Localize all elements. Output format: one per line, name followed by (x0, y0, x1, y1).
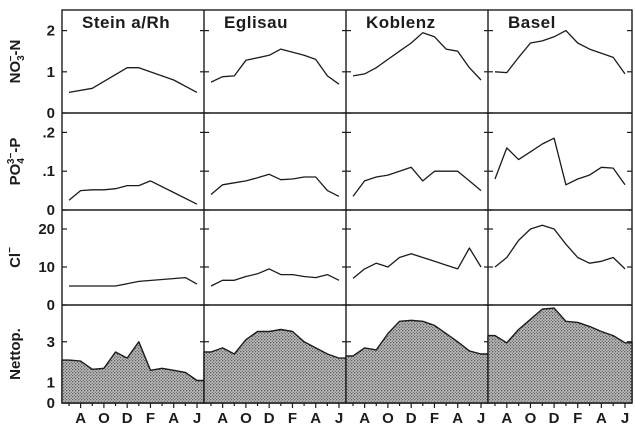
cl-stein-a-rh-line (69, 276, 198, 287)
y-label-main: Cl (7, 253, 24, 268)
po4-tick-label: 0 (47, 202, 55, 219)
site-title-koblenz: Koblenz (366, 13, 436, 32)
site-titles: Stein a/Rh Eglisau Koblenz Basel (82, 13, 556, 32)
po4-basel-line (494, 137, 626, 186)
y-label-subscript: 3 (16, 55, 27, 61)
cl-koblenz-line (352, 247, 482, 279)
nettop-tick-label: 1 (47, 375, 55, 392)
data-series (61, 29, 633, 404)
cl-basel-line (494, 224, 626, 270)
no3-eglisau-line (210, 48, 340, 85)
month-label: A (75, 410, 86, 427)
month-label: J (477, 410, 485, 427)
po4-tick-label: .2 (42, 124, 55, 141)
month-label: A (501, 410, 512, 427)
y-label-tail: -P (7, 138, 24, 153)
no3-koblenz-line (352, 32, 482, 81)
nettop-y-label: Nettop. (7, 328, 24, 380)
y-label-main: Nettop. (7, 328, 24, 380)
plot-frame (61, 9, 633, 404)
month-label: D (122, 410, 133, 427)
month-label: F (430, 410, 439, 427)
po4-y-label: PO43−-P (6, 138, 27, 186)
month-label: A (596, 410, 607, 427)
month-label: D (406, 410, 417, 427)
no3-tick-label: 2 (47, 23, 55, 40)
no3-basel-line (494, 29, 626, 75)
nettop-stein-a-rh-area (61, 341, 205, 404)
month-label: A (310, 410, 321, 427)
po4-eglisau-line (210, 173, 340, 197)
month-label: D (549, 410, 560, 427)
site-title-eglisau: Eglisau (224, 13, 288, 32)
no3-tick-label: 0 (47, 105, 55, 122)
nettop-eglisau-area (203, 328, 347, 404)
cl-eglisau-line (210, 268, 340, 287)
month-label: A (452, 410, 463, 427)
month-label: J (335, 410, 343, 427)
nettop-tick-label: 3 (47, 334, 55, 351)
site-title-stein-a-rh: Stein a/Rh (82, 13, 170, 32)
cl-tick-label: 20 (38, 221, 55, 238)
month-label: O (98, 410, 110, 427)
month-label: O (240, 410, 252, 427)
site-title-basel: Basel (508, 13, 556, 32)
y-label-main: NO (7, 61, 24, 84)
y-label-subscript: 4 (16, 158, 27, 164)
nettop-tick-label: 0 (47, 395, 55, 412)
month-label: A (217, 410, 228, 427)
po4-stein-a-rh-line (68, 180, 198, 205)
month-label: O (382, 410, 394, 427)
nettop-koblenz-area (345, 319, 489, 404)
nettop-basel-area (487, 307, 633, 404)
no3-stein-a-rh-line (68, 67, 198, 94)
no3-y-label: NO3−-N (6, 40, 27, 84)
po4-tick-label: .1 (42, 163, 55, 180)
po4-koblenz-line (352, 166, 482, 197)
month-label: A (359, 410, 370, 427)
month-label: F (573, 410, 582, 427)
y-label-superscript: − (6, 55, 17, 61)
month-label: F (146, 410, 155, 427)
no3-tick-label: 1 (47, 64, 55, 81)
y-label-superscript: − (5, 247, 16, 253)
month-label: O (525, 410, 537, 427)
month-label: F (288, 410, 297, 427)
y-label-tail: -N (7, 40, 24, 56)
cl-tick-label: 0 (47, 297, 55, 314)
month-label: J (193, 410, 201, 427)
cl-y-label: Cl− (5, 247, 24, 268)
y-label-main: PO (7, 163, 24, 185)
month-label: A (168, 410, 179, 427)
month-label: D (264, 410, 275, 427)
y-label-superscript: 3− (6, 153, 17, 165)
month-label: J (621, 410, 629, 427)
cl-tick-label: 10 (38, 259, 55, 276)
